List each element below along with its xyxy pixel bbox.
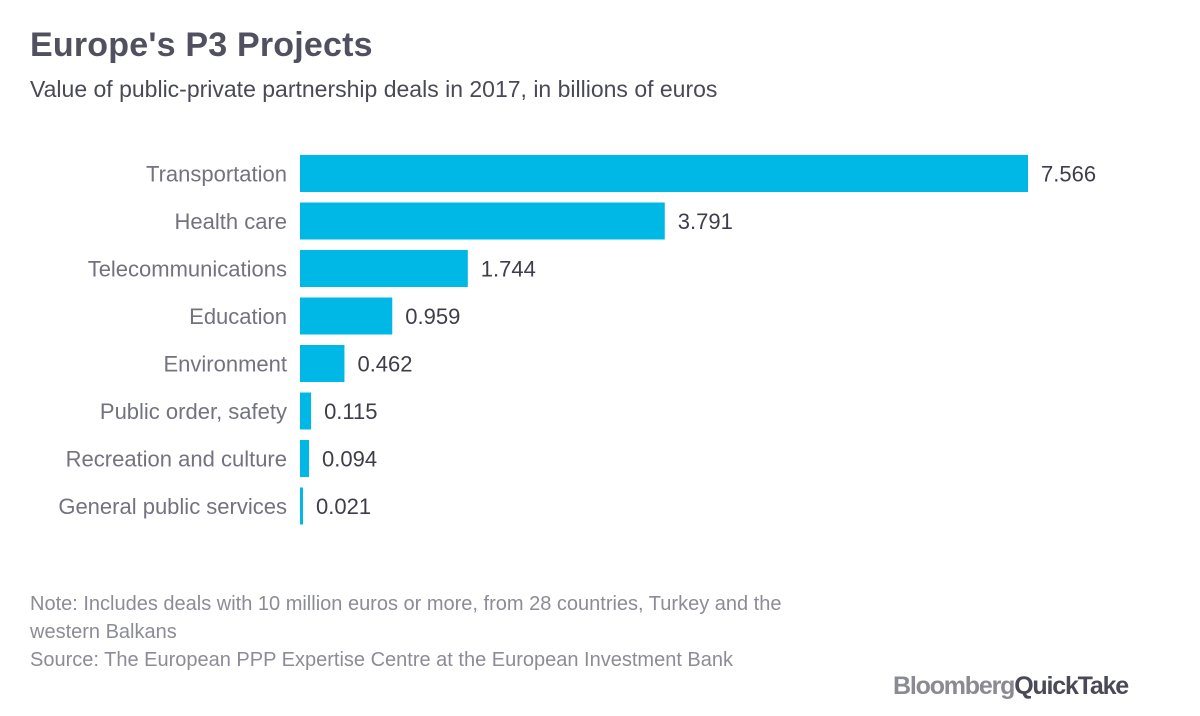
chart-source: Source: The European PPP Expertise Centr… <box>30 649 734 671</box>
category-label-0: Transportation <box>146 162 287 187</box>
value-label-7: 0.021 <box>316 494 371 519</box>
bar-0 <box>300 155 1028 192</box>
value-label-4: 0.462 <box>357 352 412 377</box>
value-label-2: 1.744 <box>481 257 536 282</box>
bar-4 <box>300 345 345 382</box>
bar-3 <box>300 297 393 335</box>
value-label-5: 0.115 <box>324 399 377 424</box>
category-label-2: Telecommunications <box>88 257 287 282</box>
value-label-0: 7.566 <box>1041 162 1096 187</box>
bloomberg-quicktake-logo: BloombergQuickTake <box>893 672 1129 701</box>
category-label-7: General public services <box>58 494 287 519</box>
category-label-3: Education <box>189 304 287 329</box>
value-label-1: 3.791 <box>678 209 733 234</box>
value-label-6: 0.094 <box>322 447 377 472</box>
bar-7 <box>300 487 303 525</box>
chart-subtitle: Value of public-private partnership deal… <box>30 76 718 102</box>
category-label-1: Health care <box>174 209 287 234</box>
chart-note: Note: Includes deals with 10 million eur… <box>30 593 782 643</box>
bar-5 <box>300 392 312 430</box>
footnotes: Note: Includes deals with 10 million eur… <box>30 590 850 674</box>
category-label-6: Recreation and culture <box>66 447 287 472</box>
bar-2 <box>300 250 468 287</box>
bar-chart: Transportation 7.566 Health care 3.791 Telec… <box>58 155 1096 525</box>
category-label-5: Public order, safety <box>100 399 287 424</box>
brand-bloomberg: Bloomberg <box>893 672 1015 700</box>
value-label-3: 0.959 <box>405 304 460 329</box>
category-label-4: Environment <box>163 352 287 377</box>
bar-6 <box>300 440 310 477</box>
chart-title: Europe's P3 Projects <box>30 26 373 64</box>
bar-1 <box>300 202 665 240</box>
brand-quicktake: QuickTake <box>1014 672 1129 700</box>
